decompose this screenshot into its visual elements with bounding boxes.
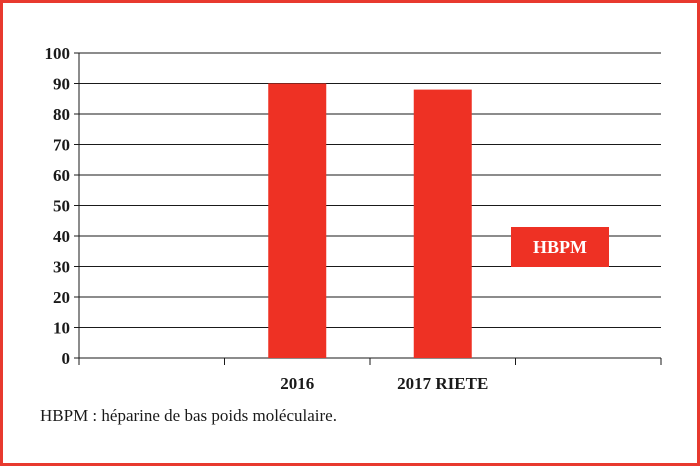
y-tick-label: 20 xyxy=(53,288,70,307)
y-tick-label: 60 xyxy=(53,166,70,185)
y-tick-label: 70 xyxy=(53,136,70,155)
bar xyxy=(413,89,472,358)
y-tick-label: 0 xyxy=(62,349,71,368)
footnote: HBPM : héparine de bas poids moléculaire… xyxy=(40,406,337,425)
x-category-label: 2017 RIETE xyxy=(397,374,488,393)
y-tick-label: 80 xyxy=(53,105,70,124)
y-tick-label: 10 xyxy=(53,319,70,338)
y-tick-label: 40 xyxy=(53,227,70,246)
y-tick-label: 30 xyxy=(53,258,70,277)
y-tick-label: 100 xyxy=(45,44,71,63)
legend-swatch xyxy=(511,227,609,267)
legend-label: HBPM xyxy=(533,237,587,257)
y-tick-label: 50 xyxy=(53,197,70,216)
y-tick-label: 90 xyxy=(53,75,70,94)
x-category-label: 2016 xyxy=(280,374,314,393)
bar xyxy=(268,83,327,358)
